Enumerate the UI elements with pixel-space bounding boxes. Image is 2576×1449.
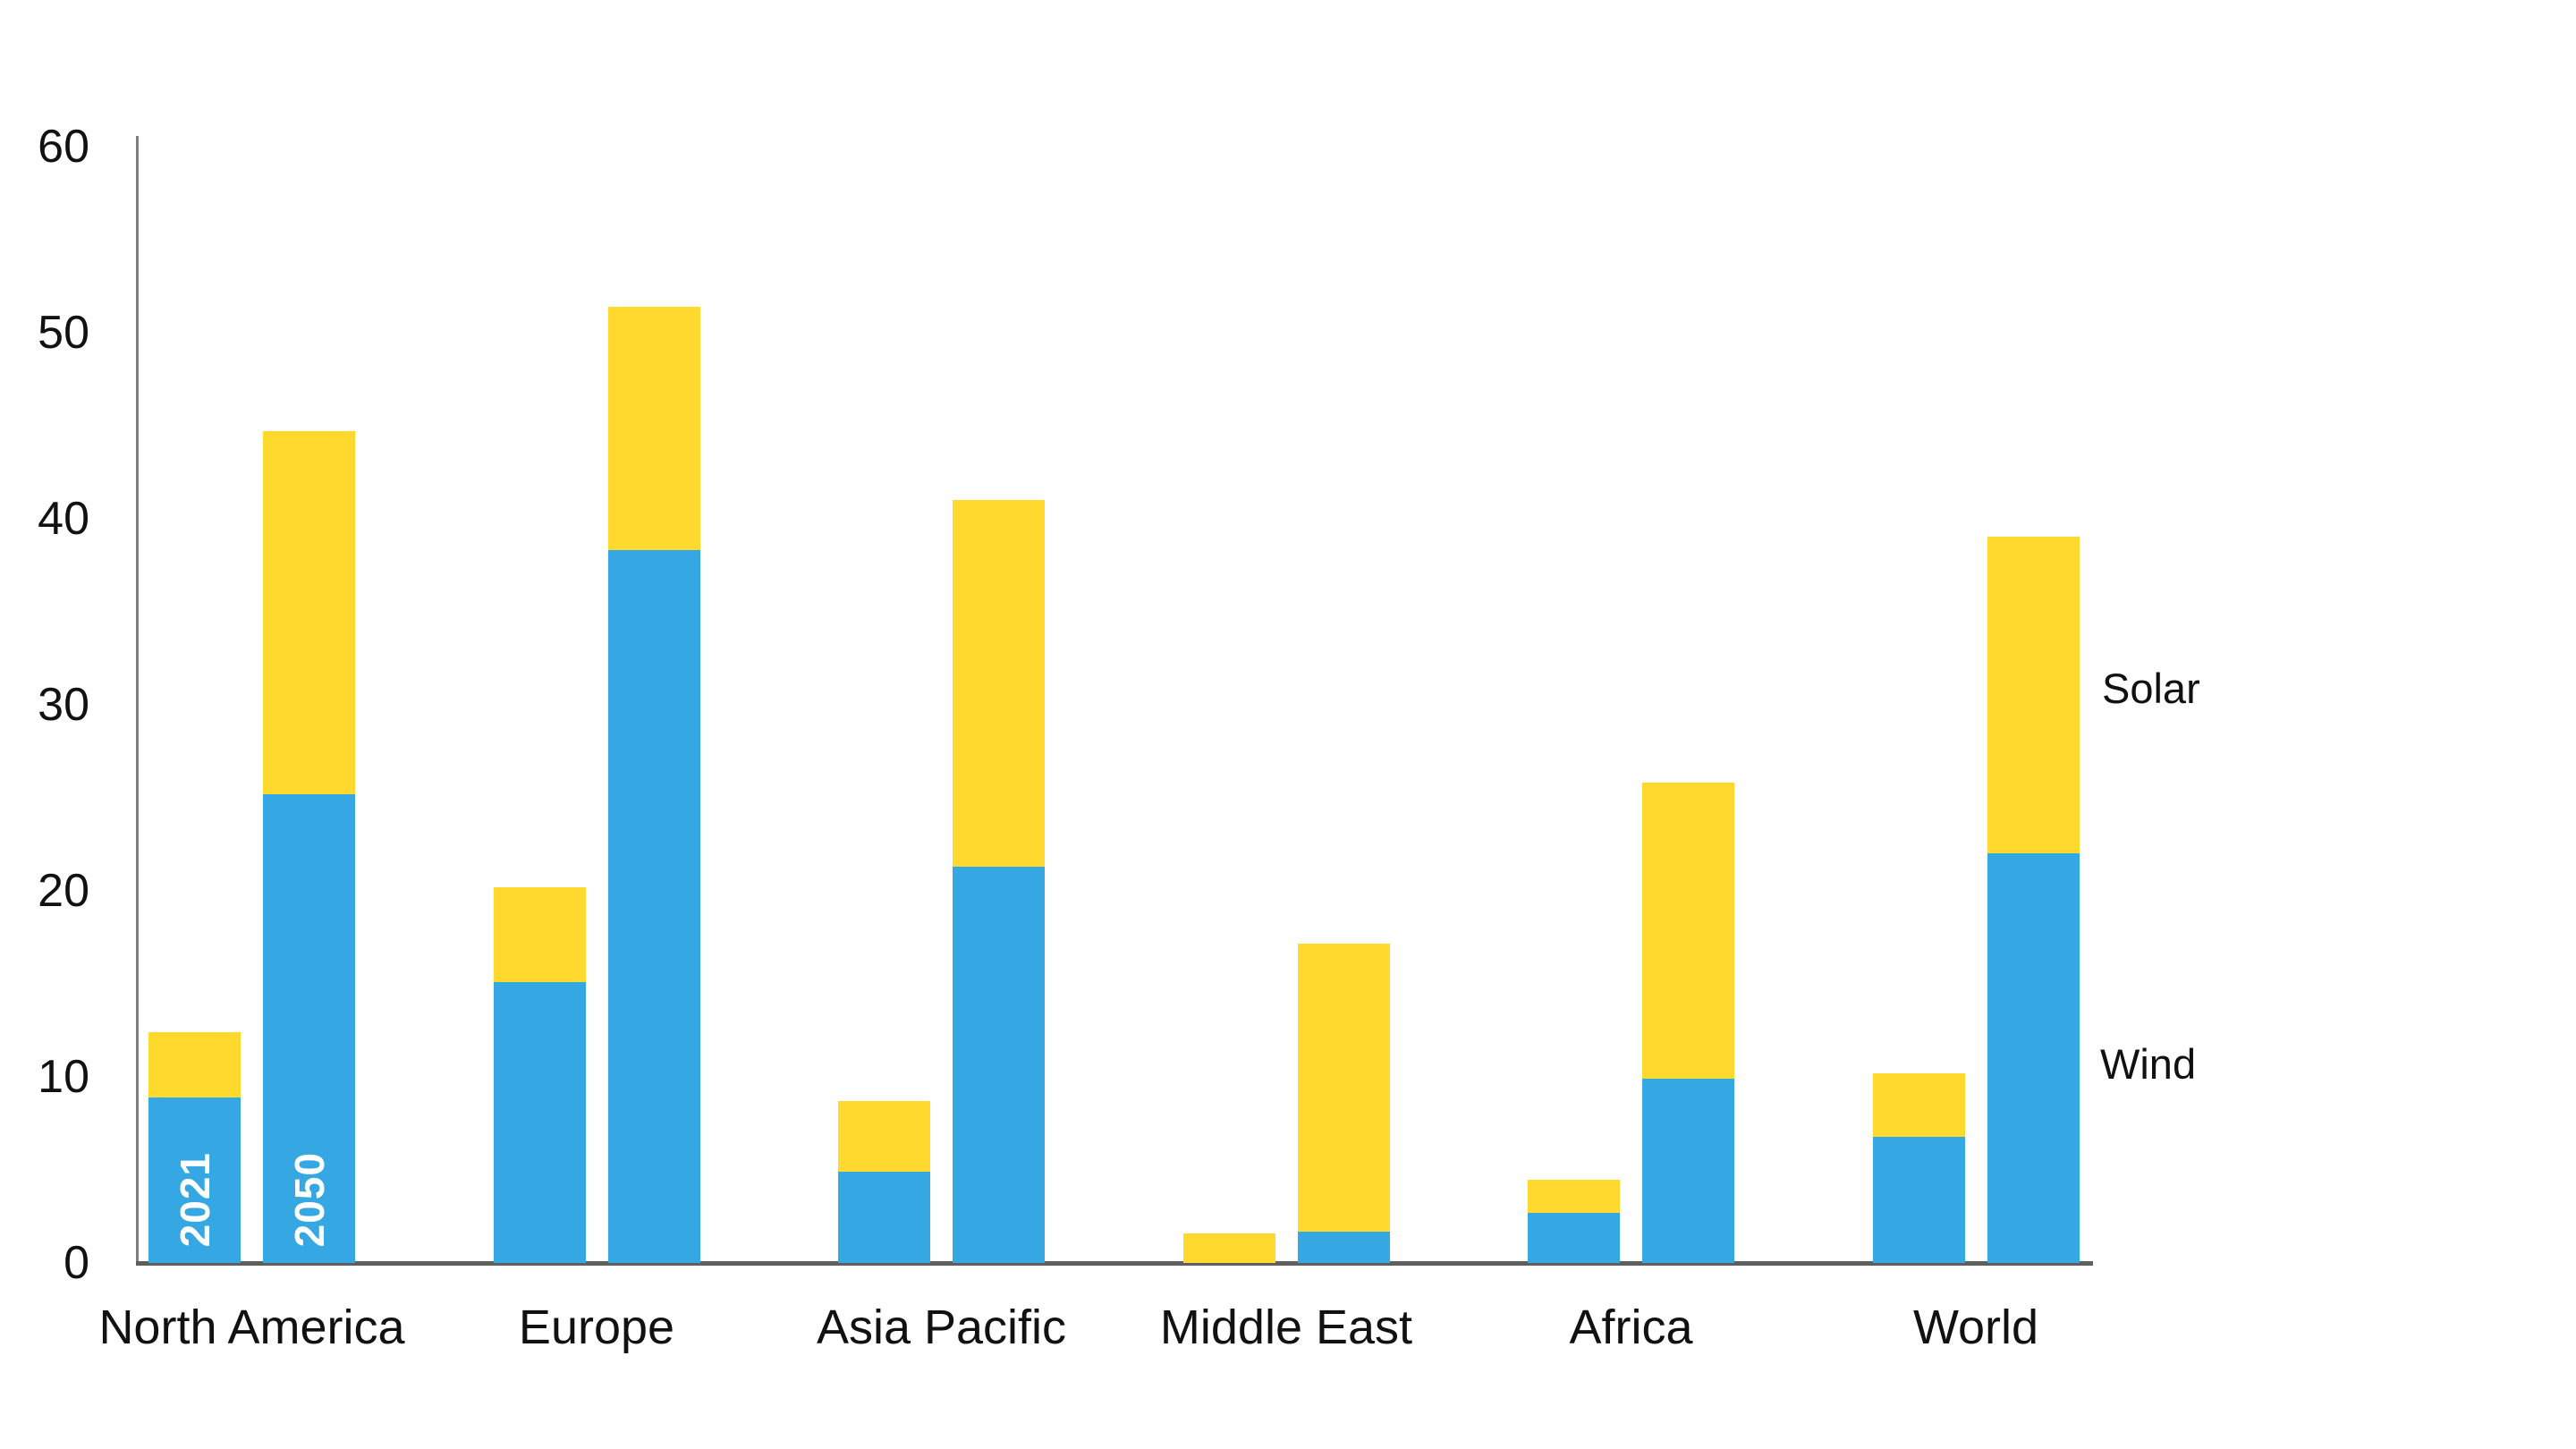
legend-solar-label: Solar: [2102, 665, 2200, 712]
bar-segment-solar: [148, 1032, 241, 1097]
y-tick-label-30: 30: [38, 679, 89, 731]
bar-asia-pacific-2021: [838, 1101, 930, 1263]
bar-segment-wind: [263, 794, 355, 1263]
x-axis-label-asia-pacific: Asia Pacific: [816, 1301, 1067, 1354]
bar-segment-solar: [493, 887, 586, 982]
bar-segment-solar: [1528, 1180, 1620, 1213]
bar-segment-wind: [1987, 853, 2080, 1263]
bar-world-2021: [1872, 1073, 1965, 1263]
x-axis-label-middle-east: Middle East: [1159, 1301, 1413, 1354]
x-axis-label-world: World: [1912, 1301, 2039, 1354]
bar-segment-solar: [1987, 537, 2080, 853]
y-tick-label-0: 0: [64, 1237, 89, 1289]
bar-north-america-2050: 2050: [263, 431, 355, 1263]
y-tick-label-40: 40: [38, 493, 89, 545]
x-axis-line: [136, 1261, 2093, 1266]
bar-middle-east-2021: [1182, 1233, 1275, 1263]
bar-segment-solar: [1642, 783, 1734, 1079]
y-axis-line: [136, 136, 139, 1264]
bar-segment-wind: [838, 1172, 930, 1263]
bar-segment-solar: [953, 500, 1045, 867]
bar-segment-wind: [148, 1097, 241, 1263]
bar-asia-pacific-2050: [953, 500, 1045, 1263]
x-axis-label-africa: Africa: [1569, 1301, 1693, 1354]
bar-segment-solar: [1182, 1233, 1275, 1263]
x-axis-label-north-america: North America: [98, 1301, 405, 1354]
bar-segment-wind: [493, 982, 586, 1263]
y-tick-label-10: 10: [38, 1051, 89, 1103]
bar-segment-wind: [1872, 1137, 1965, 1263]
bar-africa-2050: [1642, 783, 1734, 1263]
bar-north-america-2021: 2021: [148, 1032, 241, 1263]
bar-segment-wind: [607, 550, 700, 1263]
bar-segment-wind: [953, 867, 1045, 1263]
bar-year-label-2050: 2050: [285, 1151, 333, 1247]
bar-year-label-2021: 2021: [171, 1151, 218, 1247]
bar-europe-2050: [607, 307, 700, 1263]
y-tick-label-20: 20: [38, 865, 89, 917]
bar-segment-solar: [263, 431, 355, 794]
y-tick-label-50: 50: [38, 307, 89, 359]
bar-europe-2021: [493, 887, 586, 1263]
bar-segment-solar: [607, 307, 700, 550]
bar-segment-wind: [1528, 1213, 1620, 1263]
bar-segment-wind: [1297, 1232, 1390, 1263]
bar-world-2050: [1987, 537, 2080, 1263]
bar-segment-wind: [1642, 1079, 1734, 1263]
y-tick-label-60: 60: [38, 121, 89, 173]
legend-wind-label: Wind: [2100, 1040, 2197, 1088]
bar-segment-solar: [1297, 944, 1390, 1232]
bar-middle-east-2050: [1297, 944, 1390, 1263]
x-axis-label-europe: Europe: [518, 1301, 675, 1354]
bar-segment-solar: [838, 1101, 930, 1172]
bar-segment-solar: [1872, 1073, 1965, 1137]
bar-africa-2021: [1528, 1180, 1620, 1263]
